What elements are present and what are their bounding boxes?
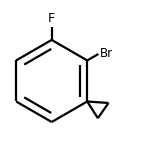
Text: F: F [48, 12, 55, 26]
Text: Br: Br [100, 48, 113, 60]
